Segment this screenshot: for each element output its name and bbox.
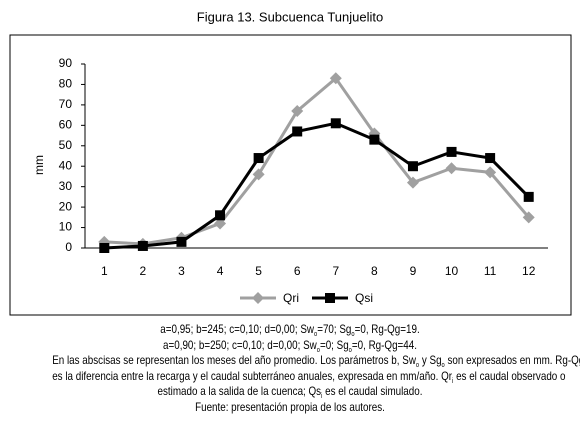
x-tick-label: 1: [101, 264, 108, 278]
legend-marker: [252, 292, 264, 304]
x-tick-label: 6: [294, 264, 301, 278]
subscript: o: [314, 331, 318, 338]
chart-title: Figura 13. Subcuenca Tunjuelito: [197, 9, 383, 24]
subscript: i: [321, 393, 323, 400]
x-tick-label: 8: [371, 264, 378, 278]
caption-text: =0, Rg-Qg=19.: [354, 322, 420, 336]
x-tick-label: 4: [217, 264, 224, 278]
caption-text: es el caudal observado o: [453, 368, 566, 383]
point: [176, 236, 187, 247]
legend-marker: [325, 293, 335, 303]
y-tick-label: 20: [59, 199, 73, 213]
caption-text: es el caudal simulado.: [322, 384, 423, 398]
x-tick-label: 3: [178, 264, 185, 278]
point: [252, 168, 265, 181]
point: [253, 153, 264, 164]
point: [445, 162, 458, 175]
y-tick-label: 60: [59, 118, 73, 132]
y-tick-label: 10: [59, 220, 73, 234]
caption-text: y Sg: [419, 353, 442, 367]
legend-label: Qsi: [355, 291, 373, 305]
point: [329, 72, 342, 85]
series-line: [104, 76, 530, 246]
caption-line: estimado a la salida de la cuenca; Qsi e…: [52, 384, 528, 400]
y-tick-label: 40: [59, 158, 73, 172]
point: [407, 161, 418, 172]
caption-text: a=0,95; b=245; c=0,10; d=0,00; Sw: [160, 322, 315, 336]
x-tick-label: 9: [410, 264, 417, 278]
x-tick-label: 7: [332, 264, 339, 278]
x-tick-label: 11: [484, 264, 497, 278]
chart: Figura 13. Subcuenca Tunjuelito mm 0 10 20…: [9, 9, 572, 316]
subscript: o: [351, 331, 355, 338]
x-tick-label: 12: [522, 264, 536, 278]
x-tick-label: 5: [255, 264, 262, 278]
subscript: i: [452, 377, 454, 385]
legend-label: Qri: [283, 291, 299, 305]
y-tick-label: 70: [59, 97, 73, 111]
point: [522, 211, 535, 224]
caption-text: =70; Sg: [317, 322, 352, 336]
y-tick-label: 80: [59, 77, 73, 91]
subscript: o: [441, 362, 445, 369]
point: [369, 134, 380, 145]
caption-text: es la diferencia entre la recarga y el c…: [52, 368, 453, 383]
caption-text: =0; Sg: [319, 337, 349, 352]
caption-text: estimado a la salida de la cuenca; Qs: [157, 384, 322, 398]
caption-text: En las abscisas se representan los meses…: [52, 353, 416, 367]
point: [446, 146, 457, 157]
y-tick-label: 0: [65, 240, 72, 254]
x-tick-label: 2: [140, 264, 147, 278]
caption-line: Fuente: presentación propia de los autor…: [52, 400, 528, 416]
point: [99, 243, 110, 253]
chart-frame: [9, 34, 572, 316]
point: [485, 153, 496, 164]
point: [484, 166, 497, 179]
point: [137, 240, 148, 251]
point: [330, 118, 341, 129]
subscript: o: [415, 362, 420, 369]
caption-line: a=0,90; b=250; c=0,10; d=0,00; Swo=0; Sg…: [52, 338, 528, 354]
subscript: o: [316, 346, 320, 354]
caption-text: son expresados en mm. Rg-Qg: [444, 353, 580, 367]
point: [215, 210, 226, 221]
caption-line: a=0,95; b=245; c=0,10; d=0,00; Swo=70; S…: [52, 322, 528, 338]
caption-text: a=0,90; b=250; c=0,10; d=0,00; Sw: [163, 337, 317, 352]
y-tick-label: 90: [59, 56, 73, 70]
caption-line: En las abscisas se representan los meses…: [52, 353, 580, 369]
point: [291, 105, 304, 118]
x-tick-label: 10: [445, 264, 459, 278]
caption-text: =0, Rg-Qg=44.: [351, 337, 417, 352]
series-line: [104, 121, 530, 250]
y-tick-label: 30: [59, 179, 73, 193]
point: [406, 176, 419, 189]
caption: a=0,95; b=245; c=0,10; d=0,00; Swo=70; S…: [0, 322, 580, 415]
caption-line: es la diferencia entre la recarga y el c…: [52, 368, 565, 385]
y-axis-label: mm: [32, 155, 46, 175]
y-tick-label: 50: [59, 138, 73, 152]
point: [523, 191, 534, 202]
caption-text: Fuente: presentación propia de los autor…: [195, 399, 385, 414]
point: [214, 217, 227, 230]
subscript: o: [348, 346, 352, 354]
point: [292, 126, 303, 137]
